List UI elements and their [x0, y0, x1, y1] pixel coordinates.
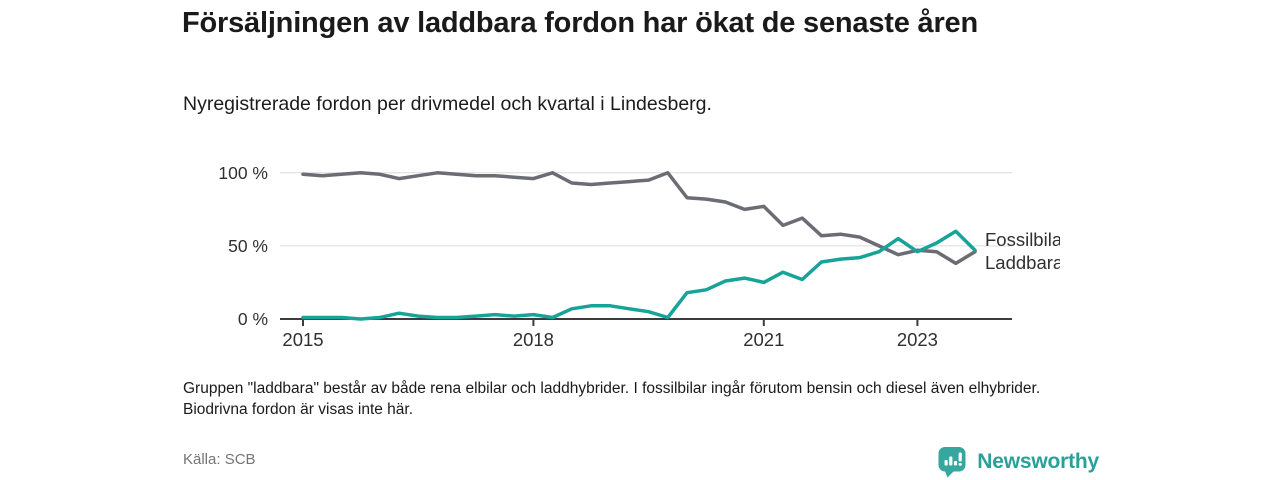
source-label: Källa: SCB — [183, 451, 256, 468]
y-tick-label: 50 % — [228, 236, 268, 256]
x-tick-label: 2021 — [743, 329, 784, 350]
bar-chart-badge-icon — [937, 446, 968, 478]
newsworthy-logo[interactable]: Newsworthy — [937, 446, 1099, 478]
y-tick-label: 100 % — [218, 163, 268, 183]
series-label-laddbara: Laddbara — [985, 252, 1060, 273]
series-line-fossilbilar — [301, 171, 977, 266]
chart-area: 0 % 50 % 100 % 2015 2018 2021 2023 Fossilbilar L… — [180, 145, 1068, 375]
series-line-laddbara — [301, 229, 977, 321]
x-tick-label: 2023 — [897, 329, 938, 350]
chart-subtitle: Nyregistrerade fordon per drivmedel och … — [183, 93, 712, 115]
series-label-fossilbilar: Fossilbilar — [985, 229, 1060, 250]
x-tick-label: 2018 — [513, 329, 554, 350]
line-chart: 0 % 50 % 100 % 2015 2018 2021 2023 FossilbilarL… — [218, 163, 1068, 350]
chart-footnote: Gruppen "laddbara" består av både rena e… — [183, 380, 1041, 419]
x-tick-label: 2015 — [282, 329, 323, 350]
newsworthy-logo-text: Newsworthy — [977, 450, 1099, 473]
page-title: Försäljningen av laddbara fordon har öka… — [182, 7, 978, 39]
y-tick-label: 0 % — [238, 309, 268, 329]
